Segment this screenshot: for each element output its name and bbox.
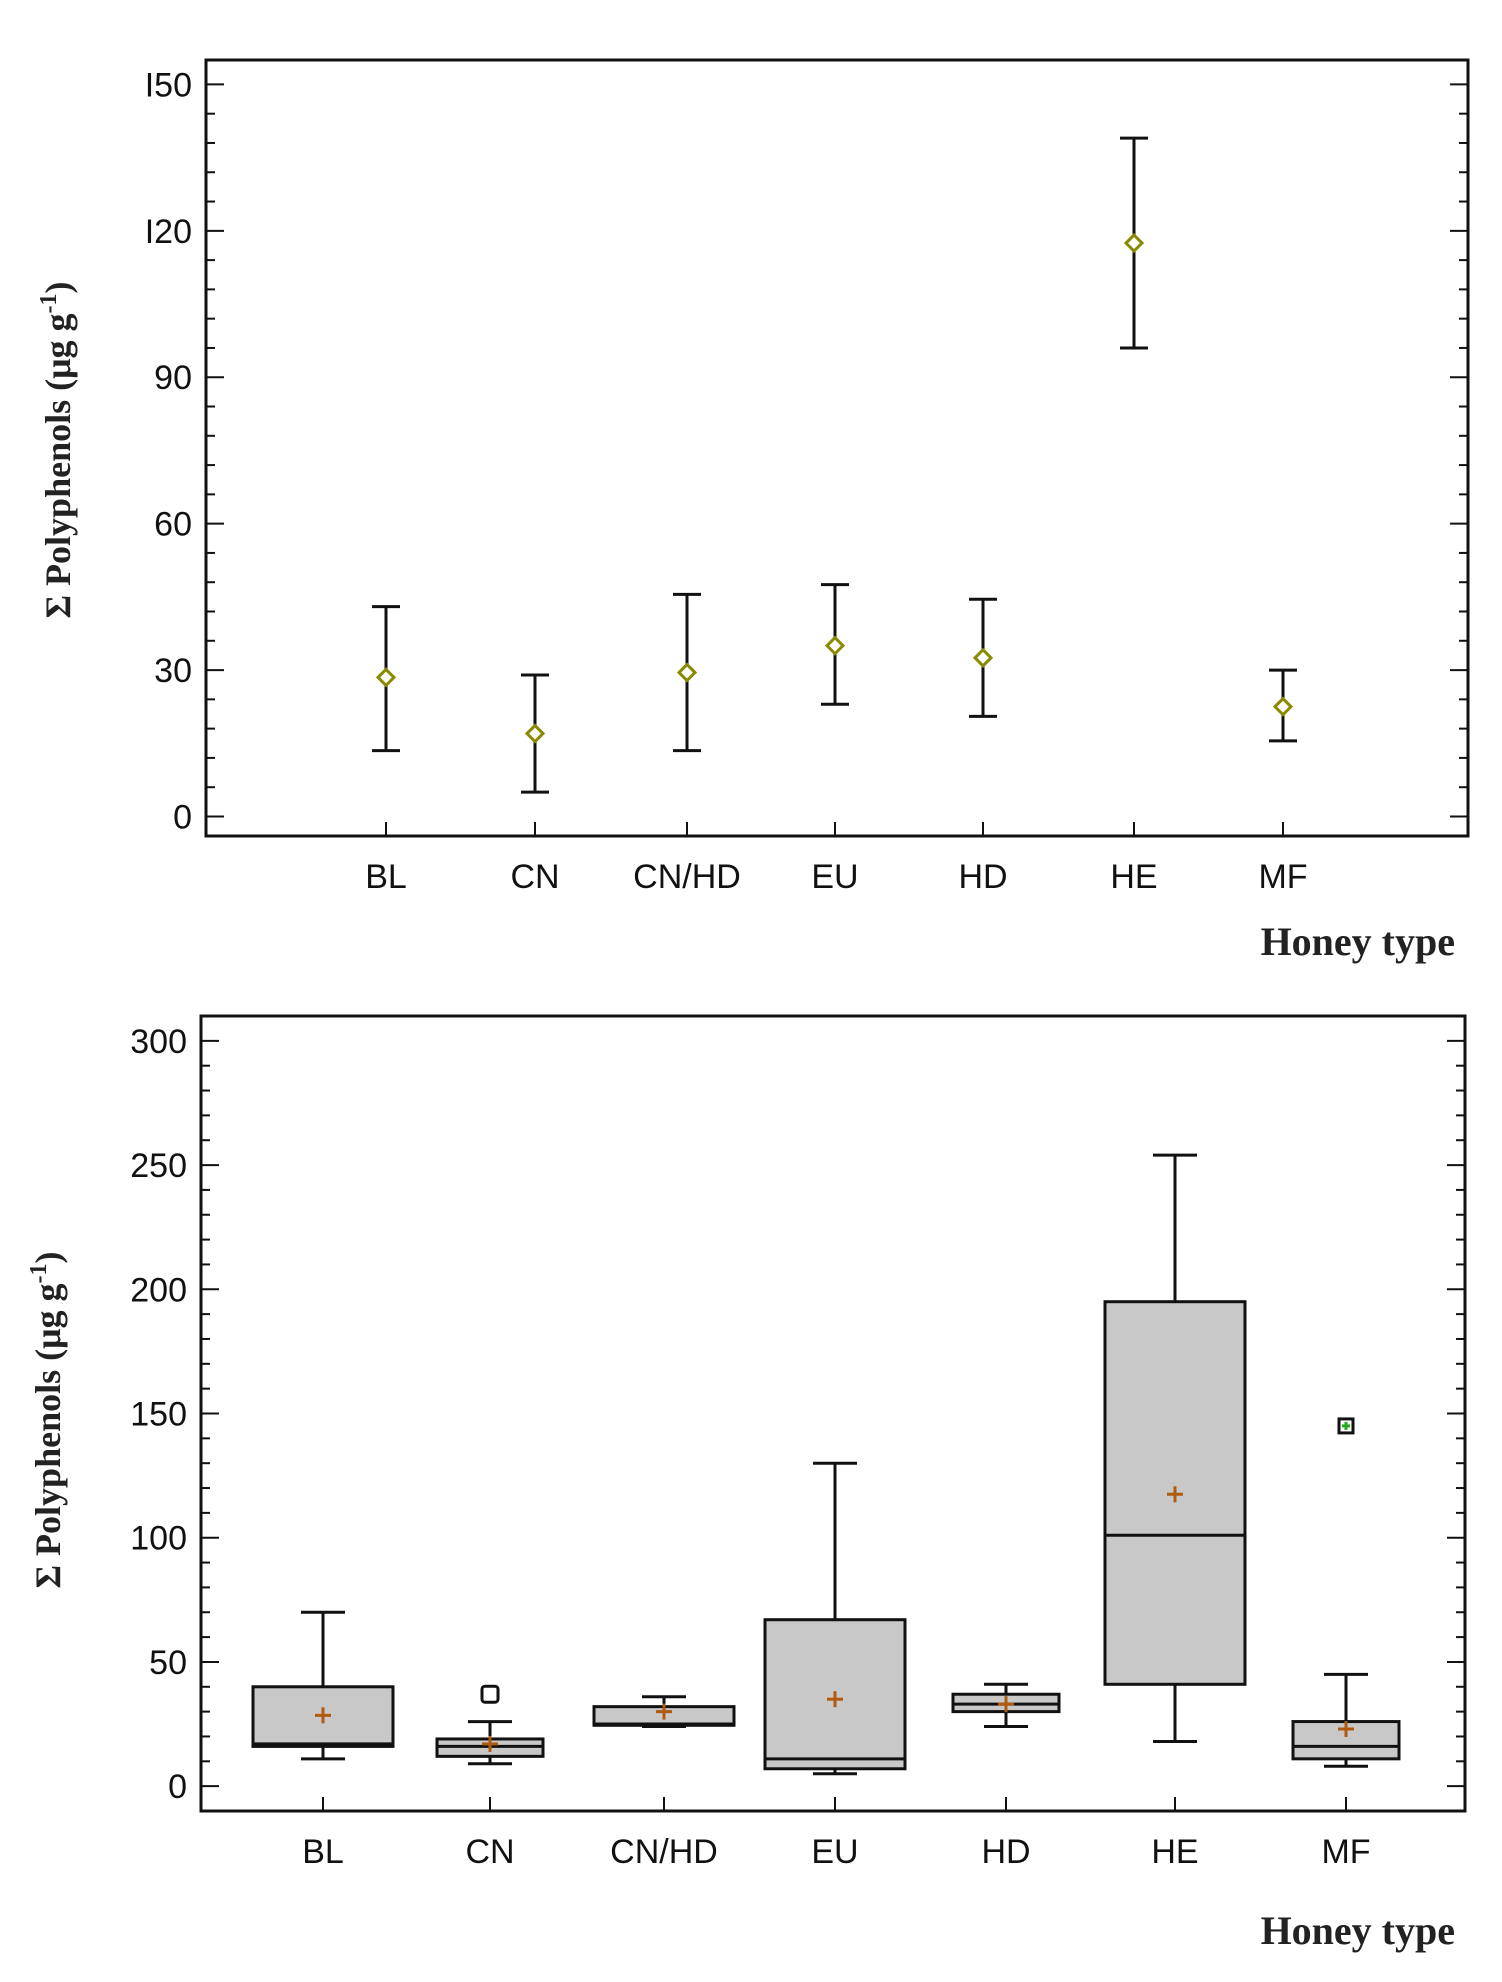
x-tick-label-eu: EU <box>811 1833 858 1871</box>
plot1-x-tick-labels: BL CN CN/HD EU HD HE MF <box>365 858 1307 896</box>
y-tick-label: 0 <box>168 1768 187 1806</box>
x-tick-label-eu: EU <box>811 858 858 896</box>
y-tick-label: 100 <box>130 1520 187 1558</box>
y-tick-label: 200 <box>130 1271 187 1309</box>
box-plot-chart: 0 50 100 150 200 250 300 BL CN CN/HD EU HD HE MF Σ P… <box>26 1014 1467 1953</box>
outlier-point <box>480 1684 500 1704</box>
mean-plot-chart: 0 30 60 90 I20 I50 BL CN CN/HD EU HD HE MF Σ Polyph… <box>36 58 1470 964</box>
plot1-frame <box>204 58 1470 838</box>
y-tick-label: 90 <box>154 359 192 397</box>
y-tick-label: I20 <box>145 213 192 251</box>
x-tick-label-cn: CN <box>510 858 559 896</box>
mean-marker <box>1272 696 1294 717</box>
mean-marker <box>375 667 397 688</box>
y-tick-label: I50 <box>145 66 192 104</box>
plot1-marks <box>372 136 1297 794</box>
x-tick-label-bl: BL <box>365 858 407 896</box>
plot1-y-axis-title: Σ Polyphenols (μg g-1) <box>36 282 78 619</box>
x-tick-label-he: HE <box>1151 1833 1198 1871</box>
plot2-x-tick-labels: BL CN CN/HD EU HD HE MF <box>302 1833 1370 1871</box>
x-tick-label-bl: BL <box>302 1833 344 1871</box>
x-tick-label-hd: HD <box>958 858 1007 896</box>
mean-marker <box>524 723 546 744</box>
plot1-ticks <box>206 83 1468 836</box>
y-tick-label: 0 <box>173 798 192 836</box>
y-tick-label: 50 <box>149 1644 187 1682</box>
y-tick-label: 150 <box>130 1396 187 1434</box>
plot2-y-axis-title: Σ Polyphenols (μg g-1) <box>26 1252 68 1589</box>
y-tick-label: 300 <box>130 1023 187 1061</box>
plot2-y-tick-labels: 0 50 100 150 200 250 300 <box>130 1023 187 1806</box>
y-tick-label: 30 <box>154 652 192 690</box>
y-tick-label: 60 <box>154 506 192 544</box>
x-tick-label-mf: MF <box>1258 858 1307 896</box>
x-tick-label-cn-hd: CN/HD <box>610 1833 718 1871</box>
x-tick-label-cn-hd: CN/HD <box>633 858 741 896</box>
plot2-marks <box>251 1153 1401 1776</box>
mean-marker <box>1123 232 1145 254</box>
y-tick-label: 250 <box>130 1147 187 1185</box>
plot1-y-tick-labels: 0 30 60 90 I20 I50 <box>145 66 192 836</box>
mean-marker <box>824 635 846 656</box>
x-tick-label-mf: MF <box>1321 1833 1370 1871</box>
x-tick-label-cn: CN <box>465 1833 514 1871</box>
plot1-x-axis-title: Honey type <box>1261 919 1455 964</box>
mean-marker <box>972 647 994 668</box>
plot2-ticks <box>201 1015 1465 1812</box>
plot2-x-axis-title: Honey type <box>1261 1908 1455 1953</box>
mean-marker <box>676 662 698 683</box>
x-tick-label-hd: HD <box>981 1833 1030 1871</box>
x-tick-label-he: HE <box>1110 858 1157 896</box>
